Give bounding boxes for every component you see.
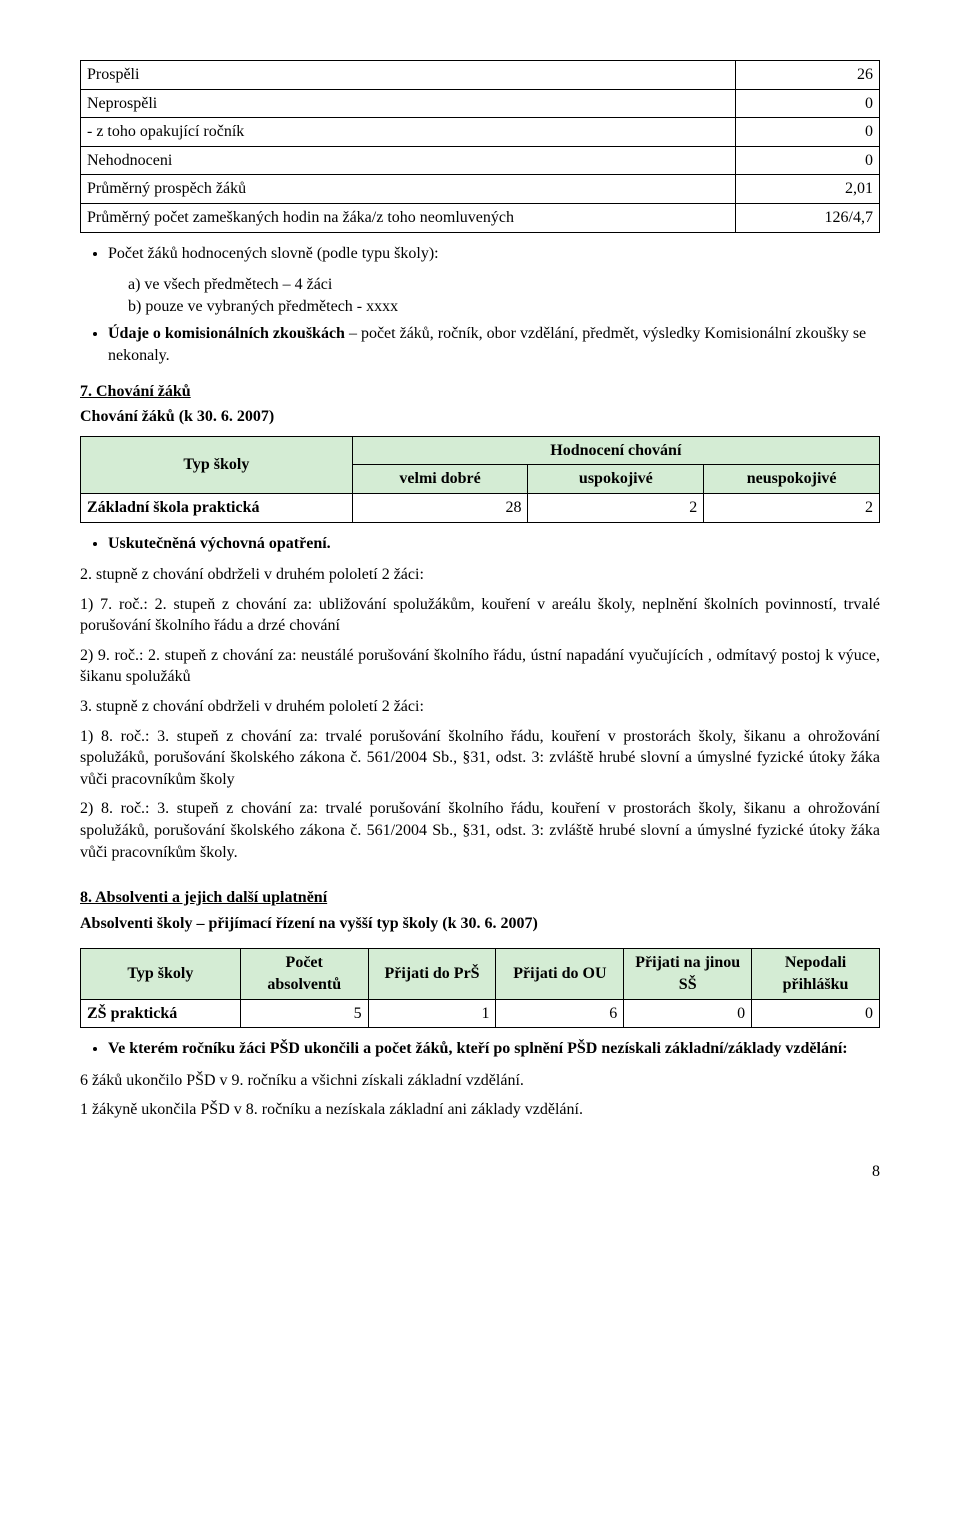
- cell-value: 2: [528, 493, 704, 522]
- page-number: 8: [80, 1161, 880, 1183]
- cell-value: 0: [736, 146, 880, 175]
- bullet-item: Údaje o komisionálních zkouškách – počet…: [108, 323, 880, 366]
- paragraph: 6 žáků ukončilo PŠD v 9. ročníku a všich…: [80, 1070, 880, 1092]
- bullet-item: Počet žáků hodnocených slovně (podle typ…: [108, 243, 880, 265]
- row-label: ZŠ praktická: [81, 999, 241, 1028]
- paragraph: 1) 7. roč.: 2. stupeň z chování za: ubli…: [80, 594, 880, 637]
- paragraph: 3. stupně z chování obdrželi v druhém po…: [80, 696, 880, 718]
- cell-value: 28: [352, 493, 528, 522]
- table-header-row: Typ školy Počet absolventů Přijati do Pr…: [81, 949, 880, 999]
- header-cell: Nepodali přihlášku: [752, 949, 880, 999]
- cell-value: 0: [624, 999, 752, 1028]
- cell-label: - z toho opakující ročník: [81, 118, 736, 147]
- cell-value: 2,01: [736, 175, 880, 204]
- header-cell: Počet absolventů: [240, 949, 368, 999]
- header-cell: Přijati do PrŠ: [368, 949, 496, 999]
- bullet-item: Uskutečněná výchovná opatření.: [108, 533, 880, 555]
- table-row: Průměrný počet zameškaných hodin na žáka…: [81, 203, 880, 232]
- header-hodnoceni: Hodnocení chování: [352, 436, 879, 465]
- table-row: Nehodnoceni0: [81, 146, 880, 175]
- header-cell: Typ školy: [81, 949, 241, 999]
- row-label: Základní škola praktická: [81, 493, 353, 522]
- cell-label: Nehodnoceni: [81, 146, 736, 175]
- table-row: ZŠ praktická 5 1 6 0 0: [81, 999, 880, 1028]
- cell-value: 0: [736, 89, 880, 118]
- cell-label: Průměrný prospěch žáků: [81, 175, 736, 204]
- behavior-table: Typ školy Hodnocení chování velmi dobré …: [80, 436, 880, 523]
- cell-value: 0: [736, 118, 880, 147]
- paragraph: 1) 8. roč.: 3. stupeň z chování za: trva…: [80, 726, 880, 791]
- cell-label: Prospěli: [81, 61, 736, 90]
- cell-value: 2: [704, 493, 880, 522]
- header-typ: Typ školy: [81, 436, 353, 493]
- paragraph: 2) 8. roč.: 3. stupeň z chování za: trva…: [80, 798, 880, 863]
- subheader: uspokojivé: [528, 465, 704, 494]
- table-row: Průměrný prospěch žáků2,01: [81, 175, 880, 204]
- section-7-title: 7. Chování žáků: [80, 381, 880, 403]
- section-8-title: 8. Absolventi a jejich další uplatnění: [80, 887, 880, 909]
- cell-label: Neprospěli: [81, 89, 736, 118]
- paragraph: 1 žákyně ukončila PŠD v 8. ročníku a nez…: [80, 1099, 880, 1121]
- paragraph: 2) 9. roč.: 2. stupeň z chování za: neus…: [80, 645, 880, 688]
- table-row: - z toho opakující ročník0: [81, 118, 880, 147]
- cell-value: 0: [752, 999, 880, 1028]
- cell-value: 1: [368, 999, 496, 1028]
- cell-value: 26: [736, 61, 880, 90]
- sub-item-b: b) pouze ve vybraných předmětech - xxxx: [128, 296, 880, 318]
- table-row: Prospěli26: [81, 61, 880, 90]
- cell-value: 126/4,7: [736, 203, 880, 232]
- paragraph: 2. stupně z chování obdrželi v druhém po…: [80, 564, 880, 586]
- table-row: Neprospěli0: [81, 89, 880, 118]
- subheader: velmi dobré: [352, 465, 528, 494]
- bullet-prefix: Údaje o komisionálních zkouškách: [108, 325, 345, 342]
- cell-label: Průměrný počet zameškaných hodin na žáka…: [81, 203, 736, 232]
- graduates-table: Typ školy Počet absolventů Přijati do Pr…: [80, 948, 880, 1028]
- section-8-subtitle: Absolventi školy – přijímací řízení na v…: [80, 913, 880, 935]
- cell-value: 6: [496, 999, 624, 1028]
- sub-item-a: a) ve všech předmětech – 4 žáci: [128, 274, 880, 296]
- subheader: neuspokojivé: [704, 465, 880, 494]
- table-header-row: Typ školy Hodnocení chování: [81, 436, 880, 465]
- section-7-subtitle: Chování žáků (k 30. 6. 2007): [80, 406, 880, 428]
- bullet-item: Ve kterém ročníku žáci PŠD ukončili a po…: [108, 1038, 880, 1060]
- header-cell: Přijati do OU: [496, 949, 624, 999]
- results-table: Prospěli26 Neprospěli0 - z toho opakujíc…: [80, 60, 880, 233]
- header-cell: Přijati na jinou SŠ: [624, 949, 752, 999]
- table-row: Základní škola praktická 28 2 2: [81, 493, 880, 522]
- cell-value: 5: [240, 999, 368, 1028]
